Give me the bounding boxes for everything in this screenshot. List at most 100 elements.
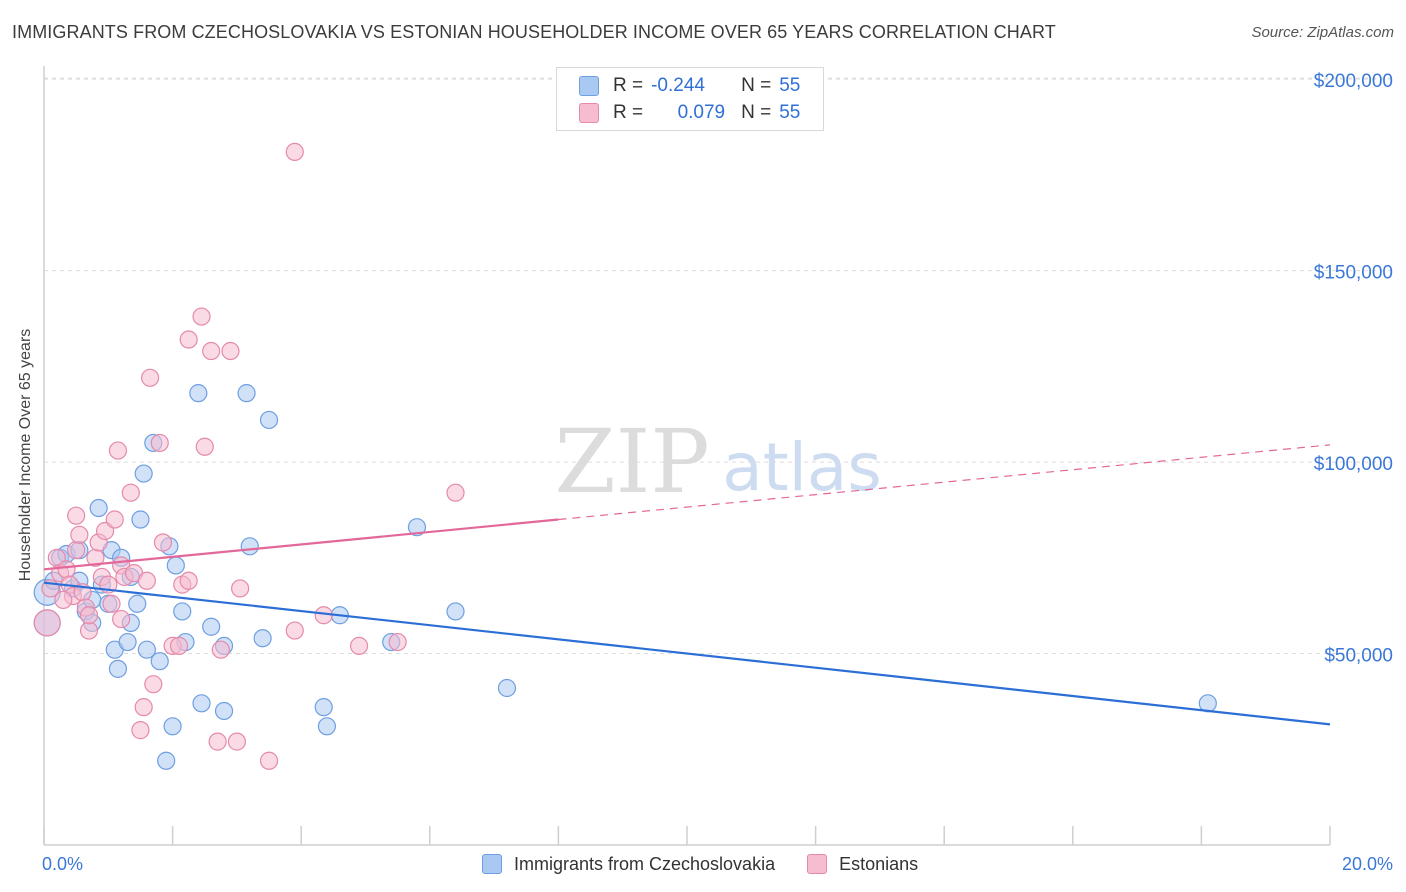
- point-estonians: [105, 510, 124, 529]
- y-tick-label: $150,000: [1314, 263, 1393, 284]
- x-tick-label-max: 20.0%: [1342, 854, 1393, 874]
- point-czechoslovakia: [173, 602, 192, 621]
- trend-line-estonians-extrapolated: [558, 444, 1331, 521]
- point-czechoslovakia: [240, 537, 259, 556]
- point-estonians: [153, 533, 173, 552]
- legend-r-value: 0.079: [677, 102, 726, 123]
- point-estonians: [121, 483, 140, 502]
- point-estonians: [57, 560, 76, 579]
- point-estonians: [67, 541, 86, 560]
- legend-n-label: N =: [741, 75, 772, 96]
- point-estonians: [70, 525, 89, 544]
- point-estonians: [169, 636, 189, 655]
- point-estonians: [211, 640, 230, 659]
- point-czechoslovakia: [446, 602, 465, 621]
- point-czechoslovakia: [259, 410, 279, 430]
- legend-row-czechoslovakia: R = -0.244 N = 55: [579, 74, 800, 98]
- point-estonians: [137, 571, 156, 590]
- point-estonians: [388, 632, 407, 652]
- legend-item-estonians: Estonians: [807, 854, 918, 875]
- point-czechoslovakia: [192, 694, 211, 713]
- point-czechoslovakia: [314, 698, 333, 717]
- trend-lines: [43, 444, 1331, 726]
- point-estonians: [285, 621, 304, 640]
- legend-label-estonians: Estonians: [839, 853, 919, 874]
- point-estonians: [195, 437, 214, 456]
- legend-swatch-blue: [579, 76, 599, 96]
- series-legend: Immigrants from Czechoslovakia Estonians: [482, 851, 950, 877]
- point-estonians: [33, 609, 61, 637]
- correlation-legend: R = -0.244 N = 55 R = 0.079 N = 55: [556, 67, 824, 131]
- point-estonians: [221, 341, 240, 361]
- tick-labels: $50,000 $100,000 $150,000 $200,000 0.0% 20.0%: [42, 71, 1393, 874]
- point-czechoslovakia: [157, 751, 176, 770]
- point-estonians: [179, 330, 198, 349]
- point-estonians: [202, 341, 221, 361]
- point-czechoslovakia: [214, 701, 234, 721]
- point-czechoslovakia: [89, 498, 108, 518]
- watermark-atlas: atlas: [722, 429, 882, 506]
- point-czechoslovakia: [134, 464, 153, 483]
- series-estonians-points: [33, 142, 465, 770]
- point-estonians: [79, 621, 99, 640]
- point-estonians: [150, 433, 169, 453]
- point-estonians: [67, 506, 86, 525]
- point-estonians: [131, 721, 150, 740]
- legend-n-label: N =: [741, 102, 772, 123]
- legend-r-label: R =: [613, 75, 644, 96]
- legend-item-czechoslovakia: Immigrants from Czechoslovakia: [482, 854, 775, 875]
- watermark-zip: ZIP: [554, 410, 709, 513]
- y-tick-label: $100,000: [1314, 454, 1393, 475]
- point-czechoslovakia: [131, 510, 150, 529]
- point-estonians: [140, 368, 160, 387]
- point-estonians: [108, 441, 128, 460]
- point-estonians: [102, 594, 121, 613]
- point-estonians: [227, 732, 246, 751]
- point-estonians: [79, 606, 99, 625]
- x-tick-label-min: 0.0%: [42, 854, 83, 874]
- legend-swatch-blue: [482, 854, 502, 874]
- point-estonians: [446, 483, 465, 502]
- point-estonians: [231, 579, 250, 598]
- legend-label-czechoslovakia: Immigrants from Czechoslovakia: [514, 853, 776, 874]
- watermark: ZIP atlas: [554, 410, 881, 513]
- legend-n-value: 55: [779, 102, 801, 123]
- point-estonians: [349, 636, 369, 655]
- legend-swatch-pink: [579, 103, 599, 123]
- point-czechoslovakia: [253, 629, 272, 648]
- chart-title: IMMIGRANTS FROM CZECHOSLOVAKIA VS ESTONI…: [12, 22, 1056, 42]
- point-czechoslovakia: [497, 678, 517, 698]
- point-czechoslovakia: [189, 384, 208, 403]
- point-estonians: [285, 142, 304, 162]
- grid-lines: [44, 77, 1395, 655]
- point-czechoslovakia: [137, 640, 156, 659]
- point-czechoslovakia: [108, 659, 128, 678]
- y-axis-label: Householder Income Over 65 years: [17, 328, 34, 582]
- point-estonians: [54, 590, 73, 610]
- point-czechoslovakia: [163, 717, 182, 736]
- point-czechoslovakia: [407, 518, 427, 537]
- trend-line-czechoslovakia: [43, 581, 1331, 726]
- source-label: Source: ZipAtlas.com: [1251, 24, 1394, 41]
- axes: [43, 66, 1331, 846]
- legend-r-value: -0.244: [651, 75, 705, 96]
- point-czechoslovakia: [128, 594, 147, 613]
- y-tick-label: $200,000: [1314, 71, 1393, 92]
- point-estonians: [179, 571, 198, 590]
- legend-swatch-pink: [807, 854, 828, 874]
- point-estonians: [112, 609, 131, 629]
- point-czechoslovakia: [237, 384, 256, 403]
- y-tick-label: $50,000: [1324, 646, 1393, 667]
- legend-row-estonians: R = 0.079 N = 55: [579, 101, 800, 125]
- point-czechoslovakia: [150, 652, 169, 671]
- point-estonians: [192, 307, 211, 326]
- point-czechoslovakia: [202, 617, 221, 636]
- point-estonians: [144, 675, 163, 694]
- trend-line-estonians: [43, 518, 559, 571]
- point-czechoslovakia: [166, 556, 185, 575]
- point-estonians: [259, 751, 279, 770]
- point-estonians: [208, 732, 227, 751]
- legend-n-value: 55: [779, 75, 801, 96]
- point-estonians: [134, 698, 153, 717]
